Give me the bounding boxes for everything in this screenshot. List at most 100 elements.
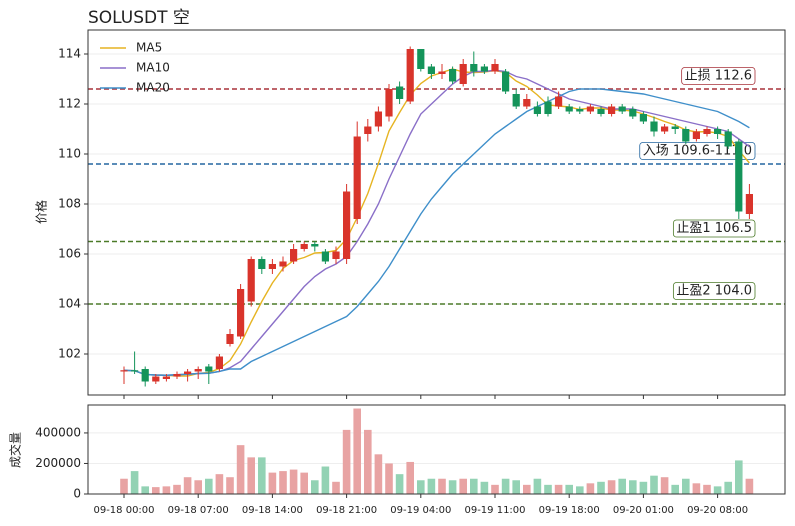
- level-label-box: [681, 67, 756, 85]
- volume-bar: [512, 480, 520, 494]
- volume-bar: [745, 478, 754, 494]
- volume-bar: [364, 429, 372, 494]
- y-tick-label: 108: [58, 197, 81, 211]
- candle-body: [184, 371, 192, 374]
- volume-bar: [130, 471, 139, 494]
- y-tick-label: 0: [73, 487, 81, 501]
- ma-line: [123, 69, 750, 376]
- candle-body: [131, 370, 139, 372]
- candle-body: [215, 356, 223, 369]
- candle-body: [385, 89, 393, 117]
- level-label-box: [672, 219, 756, 238]
- volume-bar: [120, 478, 128, 494]
- y-tick-label: 400000: [35, 425, 81, 439]
- volume-bar: [618, 478, 626, 494]
- candle-body: [353, 136, 361, 219]
- volume-bar: [141, 486, 149, 494]
- candle-body: [406, 49, 414, 102]
- candle-body: [290, 249, 298, 262]
- volume-bar: [629, 480, 637, 494]
- volume-bar: [523, 484, 531, 494]
- volume-bar: [300, 472, 308, 494]
- volume-bar: [406, 461, 414, 494]
- candle-body: [586, 106, 594, 112]
- x-tick-label: 09-18 21:00: [316, 505, 377, 516]
- candle-body: [258, 259, 266, 269]
- volume-bar: [491, 484, 499, 494]
- volume-bar: [236, 445, 245, 494]
- level-label: 止盈1 106.5: [676, 221, 752, 236]
- x-tick-label: 09-18 07:00: [168, 505, 229, 516]
- volume-bar: [650, 475, 658, 494]
- candle-body: [714, 129, 722, 134]
- candle-body: [650, 121, 658, 132]
- volume-bar: [713, 486, 722, 494]
- candle-body: [374, 111, 382, 127]
- volume-bar: [692, 483, 701, 494]
- candle-body: [279, 261, 287, 267]
- volume-bar: [268, 472, 277, 494]
- volume-bar: [183, 477, 192, 494]
- volume-bar: [258, 457, 266, 494]
- candle-body: [565, 106, 573, 112]
- legend-label: MA10: [136, 61, 170, 75]
- volume-bar: [703, 484, 711, 494]
- candle-body: [459, 64, 467, 84]
- candle-body: [544, 101, 552, 114]
- candle-body: [597, 109, 605, 114]
- volume-bar: [735, 460, 743, 494]
- ma-line: [123, 88, 750, 376]
- volume-bar: [395, 474, 404, 494]
- x-tick-label: 09-19 04:00: [390, 505, 451, 516]
- candle-body: [247, 259, 255, 302]
- candle-body: [226, 334, 234, 344]
- candle-body: [141, 369, 149, 382]
- volume-bar: [448, 480, 457, 494]
- candle-body: [152, 376, 160, 382]
- volume-bar: [215, 474, 224, 494]
- y-tick-label: 110: [58, 147, 81, 161]
- candle-body: [438, 71, 446, 74]
- y-axis-label: 成交量: [8, 432, 23, 468]
- candle-body: [491, 64, 499, 72]
- volume-bar: [205, 478, 213, 494]
- candle-body: [364, 126, 372, 134]
- candle-body: [417, 49, 425, 69]
- candle-body: [502, 71, 510, 92]
- x-tick-label: 09-20 01:00: [613, 505, 674, 516]
- x-tick-label: 09-19 11:00: [464, 505, 525, 516]
- volume-bar: [385, 463, 393, 494]
- chart-title: SOLUSDT 空: [88, 8, 190, 28]
- candle-body: [671, 126, 679, 129]
- volume-bar: [342, 429, 351, 494]
- volume-bar: [576, 486, 584, 494]
- candle-body: [618, 106, 626, 112]
- plot-frame: [87, 404, 786, 495]
- candle-body: [427, 66, 435, 74]
- y-tick-label: 104: [58, 297, 81, 311]
- candle-body: [523, 99, 531, 107]
- volume-bar: [279, 471, 287, 494]
- level-label-box: [639, 142, 756, 160]
- candle-body: [639, 114, 647, 122]
- candle-body: [205, 366, 213, 372]
- volume-bar: [332, 481, 340, 494]
- candle-body: [724, 131, 732, 147]
- candle-body: [533, 106, 541, 114]
- volume-bar: [586, 483, 595, 494]
- y-axis-label: 价格: [34, 200, 49, 224]
- x-tick-label: 09-20 08:00: [687, 505, 748, 516]
- volume-bar: [544, 484, 552, 494]
- candle-body: [120, 370, 128, 372]
- volume-bar: [427, 478, 436, 494]
- candle-body: [449, 69, 457, 82]
- level-label-box: [672, 282, 756, 300]
- candle-body: [173, 374, 181, 377]
- volume-bar: [289, 469, 298, 494]
- candle-body: [194, 369, 202, 372]
- y-tick-label: 200000: [35, 456, 81, 470]
- volume-bar: [660, 477, 669, 494]
- legend-label: MA5: [136, 41, 162, 55]
